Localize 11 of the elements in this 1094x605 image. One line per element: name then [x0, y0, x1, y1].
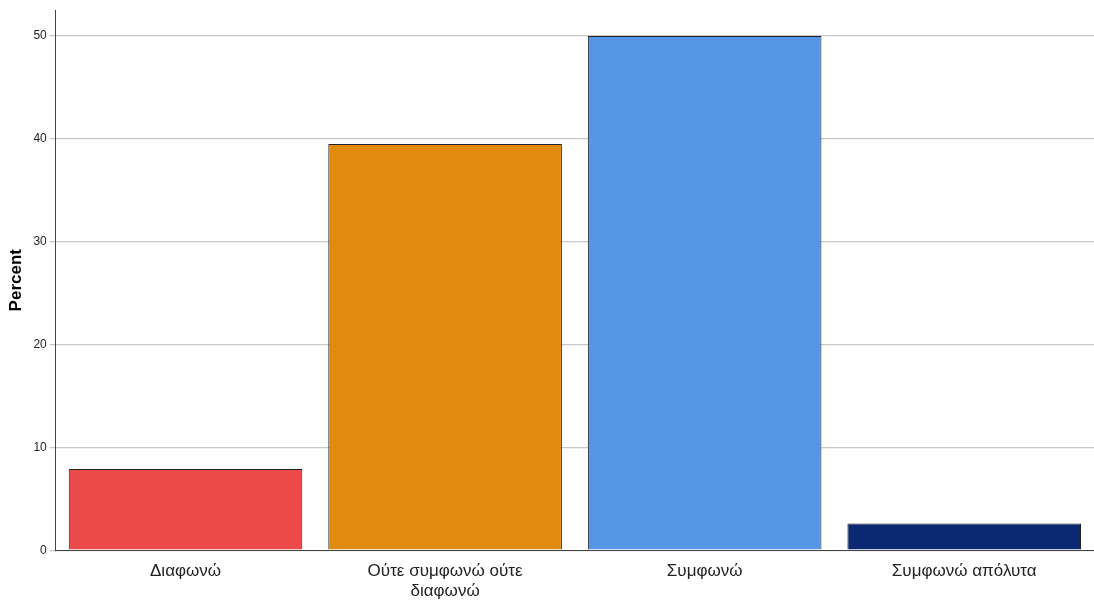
x-tick-label: Ούτε συμφωνώ ούτε διαφωνώ: [367, 561, 523, 601]
x-tick-label: Συμφωνώ: [666, 561, 743, 581]
y-tick-label: 20: [33, 336, 48, 351]
x-tick-label: Συμφωνώ απόλυτα: [891, 561, 1037, 581]
y-tick-label: 50: [33, 28, 48, 43]
y-tick-label: 10: [33, 439, 48, 454]
x-tick-label: Διαφωνώ: [150, 561, 222, 581]
y-axis-title: Percent: [5, 248, 25, 312]
y-tick-label: 30: [33, 233, 48, 248]
y-tick-label: 40: [33, 131, 48, 146]
y-tick-label: 0: [40, 542, 48, 557]
